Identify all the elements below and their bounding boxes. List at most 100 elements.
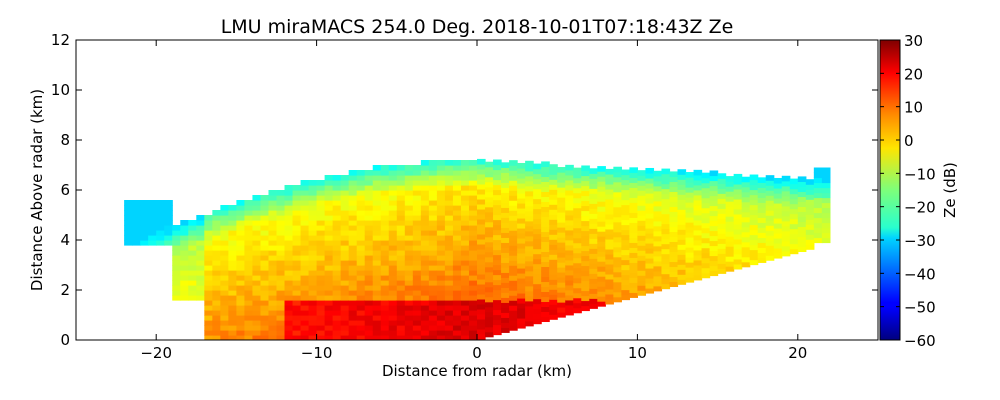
ze-cell <box>821 167 831 174</box>
ze-cell <box>541 291 550 298</box>
ze-cell <box>300 185 310 191</box>
ze-cell <box>396 235 406 241</box>
ze-cell <box>477 223 486 230</box>
ze-cell <box>220 215 229 221</box>
ze-cell <box>501 287 510 293</box>
ze-cell <box>765 240 775 246</box>
ze-cell <box>284 185 294 191</box>
ze-cell <box>236 315 246 321</box>
ze-cell <box>196 240 205 246</box>
ze-cell <box>525 160 534 167</box>
ze-cell <box>308 220 318 226</box>
ze-cell <box>356 170 366 176</box>
ze-cell <box>444 285 454 291</box>
ze-cell <box>460 310 470 316</box>
ze-cell <box>733 233 743 240</box>
ze-cell <box>172 230 181 236</box>
ze-cell <box>485 276 494 283</box>
ze-cell <box>372 220 382 226</box>
ze-cell <box>669 171 679 178</box>
ze-cell <box>236 300 246 306</box>
ze-cell <box>757 192 767 198</box>
ze-cell <box>781 240 791 247</box>
ze-cell <box>541 181 550 188</box>
ze-cell <box>292 275 302 281</box>
ze-cell <box>428 235 438 241</box>
ze-cell <box>509 200 518 206</box>
ze-cell <box>573 227 582 234</box>
ze-cell <box>493 324 502 331</box>
ze-cell <box>308 305 318 311</box>
ze-cell <box>733 173 743 180</box>
ze-cell <box>717 188 727 194</box>
ze-cell <box>228 320 237 326</box>
ze-cell <box>380 240 390 246</box>
ze-cell <box>741 251 751 258</box>
ze-cell <box>685 247 695 253</box>
ze-cell <box>781 200 791 207</box>
ze-cell <box>605 293 614 300</box>
ze-cell <box>284 330 294 336</box>
ze-cell <box>493 199 502 206</box>
ze-cell <box>140 210 149 216</box>
ze-cell <box>324 175 334 181</box>
ze-cell <box>717 218 727 224</box>
ze-cell <box>452 310 462 316</box>
ze-cell <box>444 270 454 276</box>
ze-cell <box>308 265 318 271</box>
ze-cell <box>140 205 149 211</box>
ze-cell <box>380 300 390 306</box>
ze-cell <box>517 187 526 194</box>
ze-cell <box>509 210 518 216</box>
ze-cell <box>292 245 302 251</box>
ze-cell <box>420 205 430 211</box>
ze-cell <box>629 242 638 248</box>
ze-cell <box>388 180 398 186</box>
ze-cell <box>637 240 647 246</box>
ze-cell <box>284 320 294 326</box>
ze-cell <box>709 220 719 227</box>
ze-cell <box>517 237 526 244</box>
ze-cell <box>364 260 374 266</box>
ze-cell <box>428 165 438 171</box>
ze-cell <box>741 181 751 188</box>
ze-cell <box>412 175 422 181</box>
ze-cell <box>156 200 165 206</box>
ze-cell <box>404 300 414 306</box>
ze-cell <box>669 266 679 273</box>
ze-cell <box>485 271 494 278</box>
ze-cell <box>204 315 213 321</box>
ze-cell <box>805 229 815 235</box>
ze-cell <box>228 220 237 226</box>
ze-cell <box>156 240 165 246</box>
ze-cell <box>468 325 478 331</box>
ze-cell <box>348 205 358 211</box>
ze-cell <box>188 280 197 286</box>
ze-cell <box>485 296 494 303</box>
ze-cell <box>741 176 751 183</box>
ze-cell <box>236 320 246 326</box>
ze-cell <box>549 179 558 185</box>
ze-cell <box>573 282 582 289</box>
ze-cell <box>573 232 582 239</box>
ze-cell <box>565 299 574 306</box>
ze-cell <box>525 260 534 267</box>
ze-cell <box>581 255 590 262</box>
ze-cell <box>332 335 342 340</box>
ze-cell <box>300 245 310 251</box>
ze-cell <box>372 235 382 241</box>
ze-cell <box>485 226 494 233</box>
ze-cell <box>180 245 189 251</box>
ze-cell <box>460 230 470 236</box>
ze-cell <box>372 265 382 271</box>
ze-cell <box>252 330 262 336</box>
ze-cell <box>717 258 727 264</box>
ze-cell <box>284 255 294 261</box>
ze-cell <box>621 224 630 231</box>
ze-cell <box>597 261 606 267</box>
ze-cell <box>661 208 671 215</box>
ze-cell <box>661 238 671 245</box>
ze-cell <box>380 210 390 216</box>
ze-cell <box>637 195 647 201</box>
ze-cell <box>412 285 422 291</box>
